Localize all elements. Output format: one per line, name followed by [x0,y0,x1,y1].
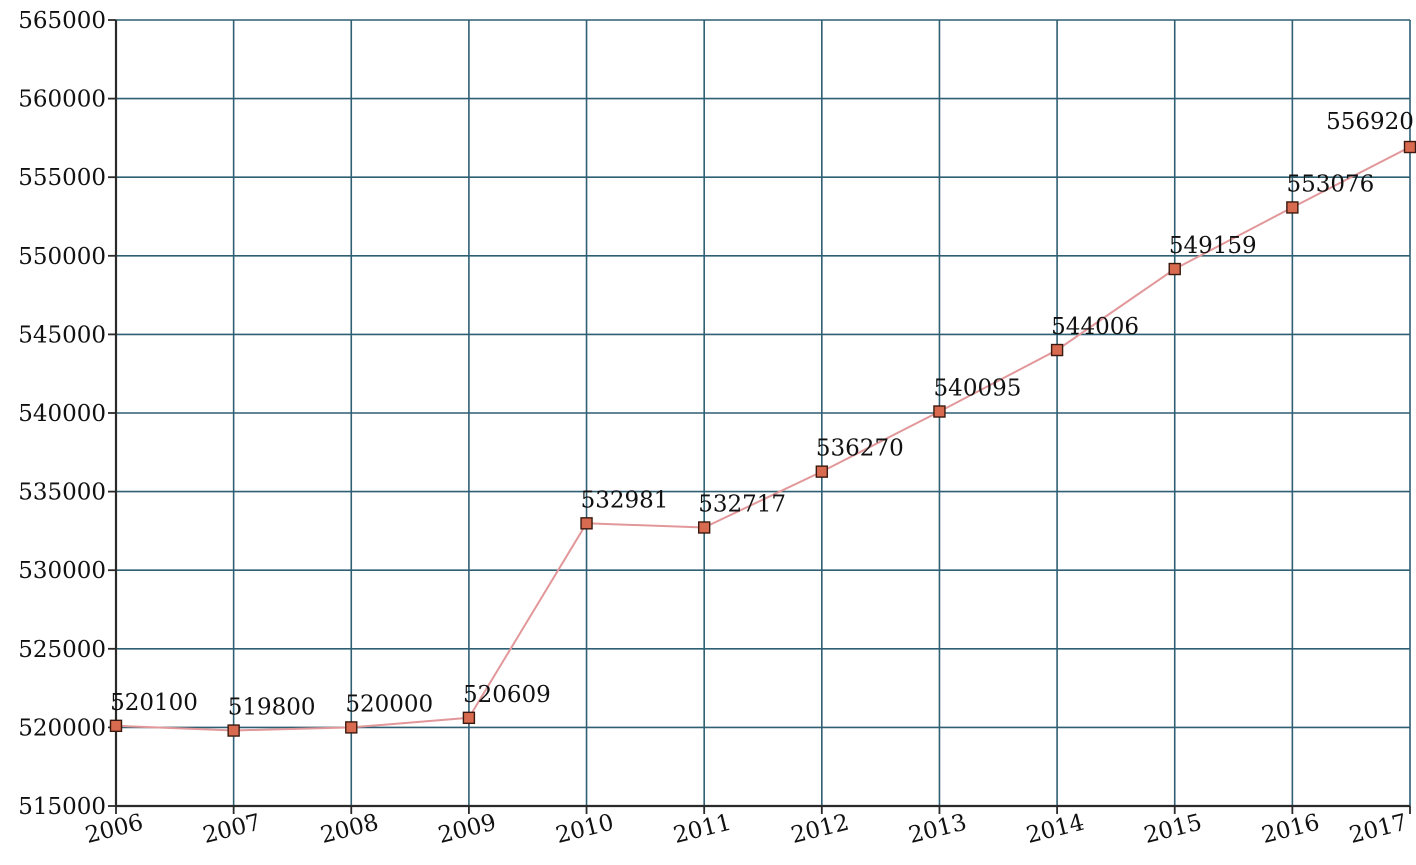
x-tick-label: 2016 [1259,810,1322,849]
data-label: 519800 [228,695,316,721]
data-label: 549159 [1169,233,1257,259]
x-tick-label: 2010 [553,810,616,849]
series [109,140,1416,737]
x-tick-label: 2014 [1024,810,1087,849]
y-tick-label: 530000 [18,558,106,584]
x-tick-label: 2012 [789,810,852,849]
data-point-marker [109,719,123,733]
data-label: 556920 [1326,109,1414,135]
data-label: 544006 [1051,314,1139,340]
data-point-marker [933,405,946,418]
data-point-marker [1286,201,1299,214]
data-point-marker [462,711,476,725]
x-tick-label: 2007 [200,810,263,849]
data-label: 532717 [698,491,786,517]
data-label: 532981 [581,487,669,513]
y-tick-label: 540000 [18,401,106,427]
data-label: 520609 [463,682,551,708]
y-tick-label: 560000 [18,87,106,113]
y-tick-label: 545000 [18,322,106,348]
data-point-marker [1403,140,1416,154]
x-tick-label: 2015 [1141,810,1204,849]
data-point-marker [345,721,358,734]
data-point-marker [697,521,711,534]
data-point-marker [1168,262,1181,276]
y-tick-label: 525000 [18,637,106,663]
y-tick-label: 520000 [18,715,106,741]
data-label: 553076 [1286,171,1374,197]
y-tick-label: 565000 [18,8,106,34]
y-tick-label: 555000 [18,165,106,191]
y-tick-label: 535000 [18,480,106,506]
grid [116,19,1411,807]
data-label: 520000 [345,691,433,717]
data-label: 520100 [110,690,198,716]
data-point-marker [1050,343,1064,357]
x-tick-label: 2009 [436,810,499,849]
x-tick-label: 2008 [318,810,381,849]
y-tick-label: 550000 [18,244,106,270]
data-point-marker [580,517,593,530]
data-label: 540095 [934,376,1022,402]
y-tick-label: 515000 [18,794,106,820]
data-point-marker [227,724,240,737]
x-tick-label: 2017 [1347,810,1410,849]
data-labels: 520100 519800 520000 520609 532981 532717 5362… [110,109,1414,721]
y-axis-tick-labels: 515000 520000 525000 530000 535000 540000 5450… [18,8,106,820]
data-label: 536270 [816,436,904,462]
axes [108,19,1411,814]
x-axis-tick-labels: 2006 2007 2008 2009 2010 2011 2012 2013 2014 2015… [83,810,1410,849]
data-point-marker [815,465,829,478]
x-tick-label: 2013 [906,810,969,849]
series-line [115,146,1411,732]
x-tick-label: 2011 [671,810,734,849]
